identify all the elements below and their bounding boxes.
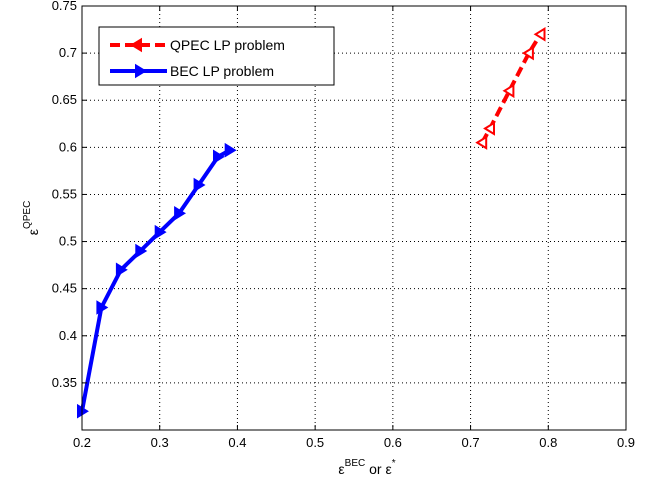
y-tick-label: 0.45 [52,281,77,296]
data-point-qpec [533,27,546,42]
y-tick-label: 0.65 [52,92,77,107]
y-axis-label: εQPEC [22,201,41,236]
ticks: 0.2 0.3 0.4 0.5 0.6 0.7 0.8 0.9 0.35 0.4 0.45 0.5 0.… [52,0,635,450]
y-tick-label: 0.6 [59,139,77,154]
legend-marker-bec [135,63,147,79]
x-tick-label: 0.2 [73,435,91,450]
x-axis-label-superscript: BEC [345,458,366,469]
legend-marker-qpec [130,37,142,53]
x-tick-label: 0.3 [151,435,169,450]
x-tick-label: 0.5 [306,435,324,450]
data-point-qpec [502,83,515,99]
x-tick-label: 0.4 [228,435,246,450]
y-tick-label: 0.7 [59,45,77,60]
legend-entry-bec: BEC LP problem [110,63,274,79]
y-tick-label: 0.4 [59,328,77,343]
data-point-bec [135,243,148,259]
data-point-bec [174,206,187,221]
y-tick-label: 0.75 [52,0,77,13]
x-tick-label: 0.8 [539,435,557,450]
y-axis-label-superscript: QPEC [22,201,33,229]
series-group [77,27,546,419]
data-point-bec [96,300,109,315]
plot-frame [81,5,627,431]
x-axis-label: εBEC or ε* [338,458,395,477]
x-tick-label: 0.6 [384,435,402,450]
data-point-qpec [475,135,488,150]
legend-label-qpec: QPEC LP problem [170,37,285,53]
data-point-qpec [521,45,534,61]
legend: QPEC LP problem BEC LP problem [98,26,335,86]
y-tick-label: 0.35 [52,375,77,390]
data-point-bec [154,224,167,240]
y-tick-label: 0.5 [59,234,77,249]
legend-entry-qpec: QPEC LP problem [110,37,285,53]
data-point-bec [224,142,237,158]
y-tick-label: 0.55 [52,186,77,201]
data-point-bec [193,177,206,193]
data-point-bec [115,262,128,278]
legend-label-bec: BEC LP problem [170,63,274,79]
grid [82,6,626,430]
data-point-qpec [483,121,495,136]
x-tick-label: 0.7 [462,435,480,450]
x-tick-label: 0.9 [617,435,635,450]
x-axis-label-superscript-star: * [392,458,396,469]
data-point-bec [213,149,225,165]
